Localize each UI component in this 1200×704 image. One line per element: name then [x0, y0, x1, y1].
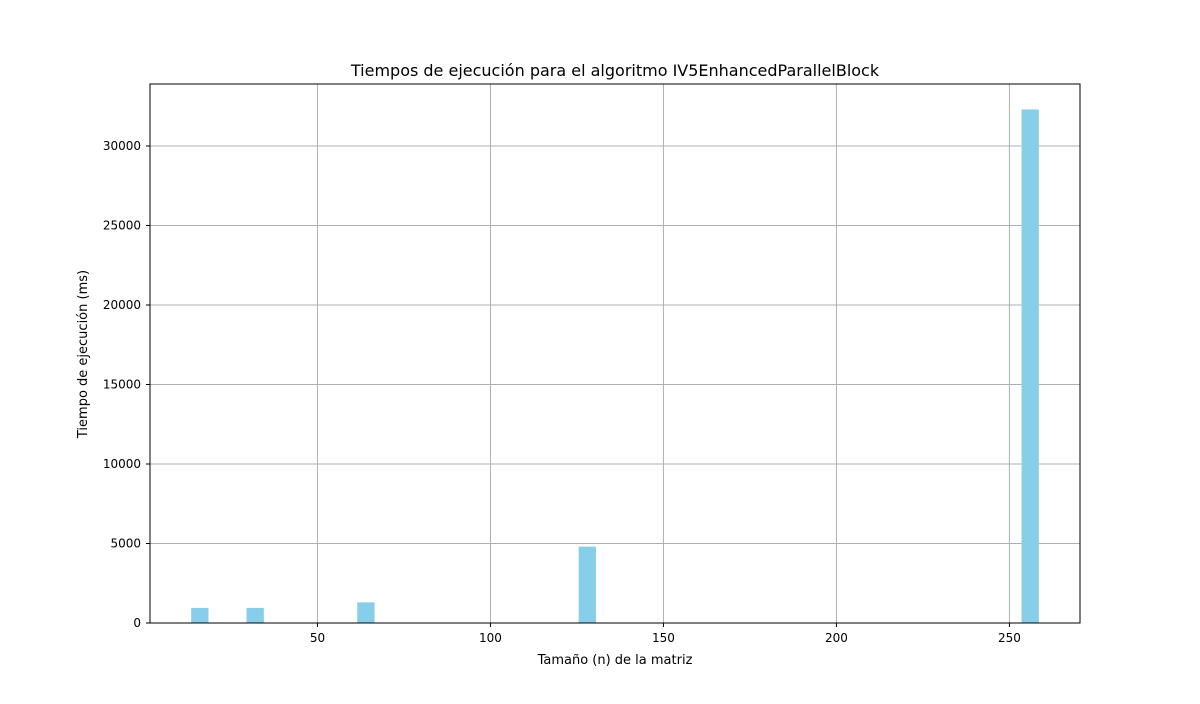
y-tick-label: 25000: [103, 219, 141, 233]
bar: [191, 607, 209, 623]
y-tick-label: 15000: [103, 378, 141, 392]
x-tick-label: 200: [825, 631, 848, 645]
bar: [578, 546, 596, 623]
x-axis-label: Tamaño (n) de la matriz: [537, 653, 693, 668]
y-tick-label: 5000: [110, 537, 141, 551]
chart-title: Tiempos de ejecución para el algoritmo I…: [350, 61, 880, 80]
x-tick-label: 250: [998, 631, 1021, 645]
x-tick-label: 150: [652, 631, 675, 645]
bar: [246, 607, 264, 623]
bar: [357, 602, 375, 623]
y-tick-label: 0: [133, 616, 141, 630]
y-tick-label: 30000: [103, 139, 141, 153]
x-tick-label: 50: [310, 631, 325, 645]
x-axis-ticks: 50 100 150 200 250: [310, 623, 1021, 645]
y-tick-label: 20000: [103, 298, 141, 312]
y-axis-ticks: 0 5000 10000 15000 20000 25000 30000: [103, 139, 150, 630]
y-axis-label: Tiempo de ejecución (ms): [76, 270, 91, 439]
bars: [191, 109, 1039, 624]
x-tick-label: 100: [479, 631, 502, 645]
grid-lines: [150, 84, 1080, 624]
bar: [1021, 109, 1039, 624]
plot-frame: [149, 83, 1081, 624]
y-tick-label: 10000: [103, 457, 141, 471]
